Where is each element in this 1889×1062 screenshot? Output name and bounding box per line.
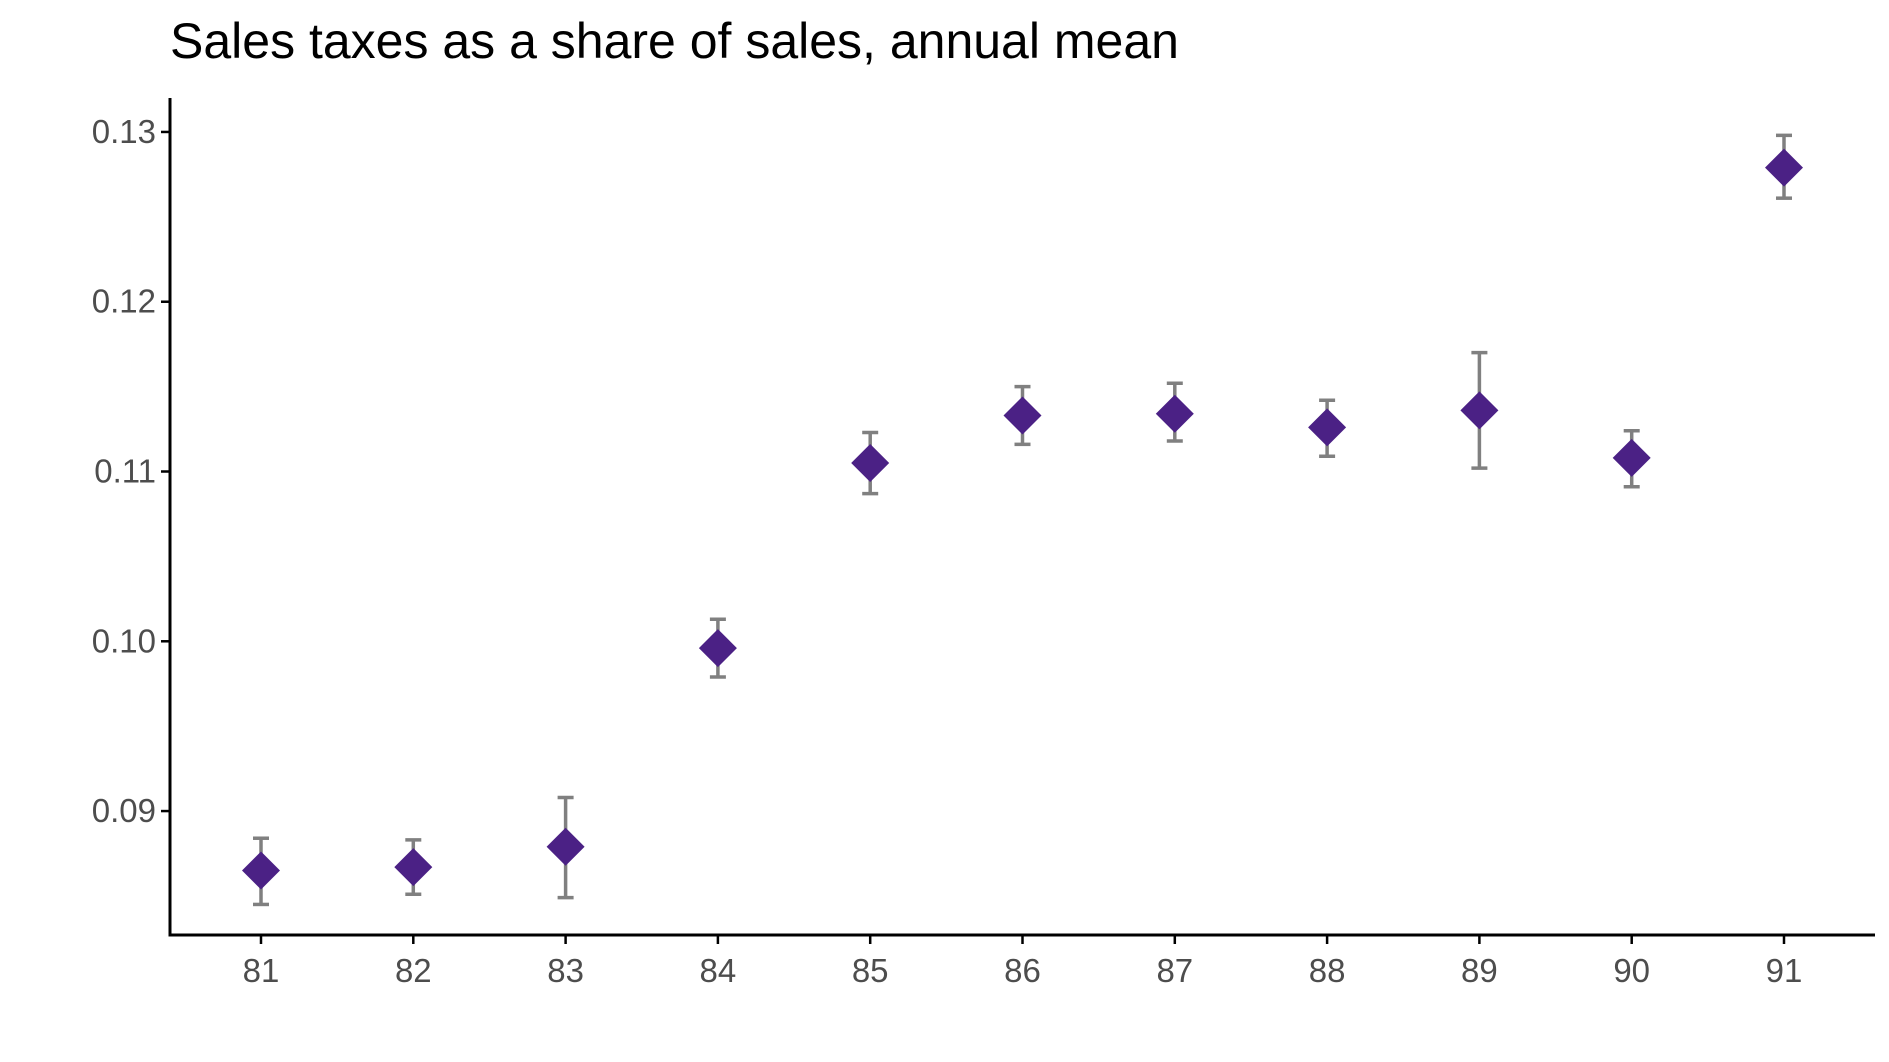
data-point xyxy=(546,827,585,866)
y-tick-label: 0.10 xyxy=(92,622,156,659)
y-tick-label: 0.12 xyxy=(92,283,156,320)
data-point xyxy=(1612,438,1651,477)
y-tick-label: 0.09 xyxy=(92,792,156,829)
x-tick-label: 86 xyxy=(1004,952,1041,989)
data-point xyxy=(1155,394,1194,433)
x-tick-label: 85 xyxy=(852,952,889,989)
y-tick-label: 0.11 xyxy=(94,453,156,490)
x-tick-label: 82 xyxy=(395,952,432,989)
data-point xyxy=(698,629,737,668)
x-tick-label: 88 xyxy=(1309,952,1346,989)
data-point xyxy=(851,444,890,483)
data-point xyxy=(1460,391,1499,430)
chart-title: Sales taxes as a share of sales, annual … xyxy=(170,13,1179,69)
data-points xyxy=(242,148,1803,890)
data-point xyxy=(1765,148,1803,187)
y-tick-label: 0.13 xyxy=(92,113,156,150)
error-bars xyxy=(253,133,1792,907)
x-tick-label: 91 xyxy=(1766,952,1803,989)
data-point xyxy=(1308,408,1347,447)
y-axis: 0.09 0.10 0.11 0.12 0.13 xyxy=(92,98,172,937)
data-point xyxy=(394,848,433,887)
x-tick-label: 83 xyxy=(547,952,584,989)
data-point xyxy=(242,851,280,890)
x-axis: 81 82 83 84 85 86 87 88 89 90 91 xyxy=(168,933,1875,989)
x-tick-label: 89 xyxy=(1461,952,1498,989)
x-tick-label: 84 xyxy=(700,952,737,989)
data-point xyxy=(1003,396,1042,435)
x-tick-label: 87 xyxy=(1156,952,1193,989)
x-tick-label: 81 xyxy=(243,952,280,989)
x-tick-label: 90 xyxy=(1613,952,1650,989)
